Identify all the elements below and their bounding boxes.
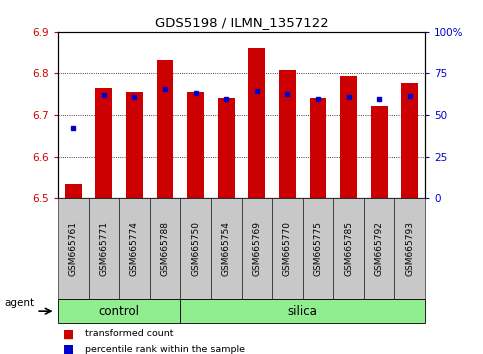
Text: GSM665750: GSM665750 xyxy=(191,221,200,276)
Text: GSM665788: GSM665788 xyxy=(160,221,170,276)
Text: GSM665769: GSM665769 xyxy=(252,221,261,276)
Text: GSM665754: GSM665754 xyxy=(222,221,231,276)
Text: agent: agent xyxy=(5,298,35,308)
Bar xyxy=(65,184,82,198)
Bar xyxy=(156,60,173,198)
Text: transformed count: transformed count xyxy=(85,329,173,338)
Bar xyxy=(279,70,296,198)
Bar xyxy=(248,48,265,198)
Text: ■: ■ xyxy=(63,327,74,340)
Text: silica: silica xyxy=(288,305,318,318)
Text: control: control xyxy=(99,305,140,318)
Text: GSM665770: GSM665770 xyxy=(283,221,292,276)
Text: GSM665771: GSM665771 xyxy=(99,221,108,276)
Bar xyxy=(401,82,418,198)
Bar xyxy=(187,92,204,198)
Text: ■: ■ xyxy=(63,343,74,354)
Text: GSM665785: GSM665785 xyxy=(344,221,353,276)
Title: GDS5198 / ILMN_1357122: GDS5198 / ILMN_1357122 xyxy=(155,16,328,29)
Bar xyxy=(218,98,235,198)
Text: GSM665761: GSM665761 xyxy=(69,221,78,276)
Text: GSM665774: GSM665774 xyxy=(130,221,139,276)
Bar xyxy=(126,92,143,198)
Bar xyxy=(371,106,387,198)
Text: GSM665775: GSM665775 xyxy=(313,221,323,276)
Bar xyxy=(96,88,112,198)
Text: GSM665793: GSM665793 xyxy=(405,221,414,276)
Text: GSM665792: GSM665792 xyxy=(375,221,384,276)
Bar xyxy=(310,98,327,198)
Bar xyxy=(340,76,357,198)
Text: percentile rank within the sample: percentile rank within the sample xyxy=(85,345,244,354)
